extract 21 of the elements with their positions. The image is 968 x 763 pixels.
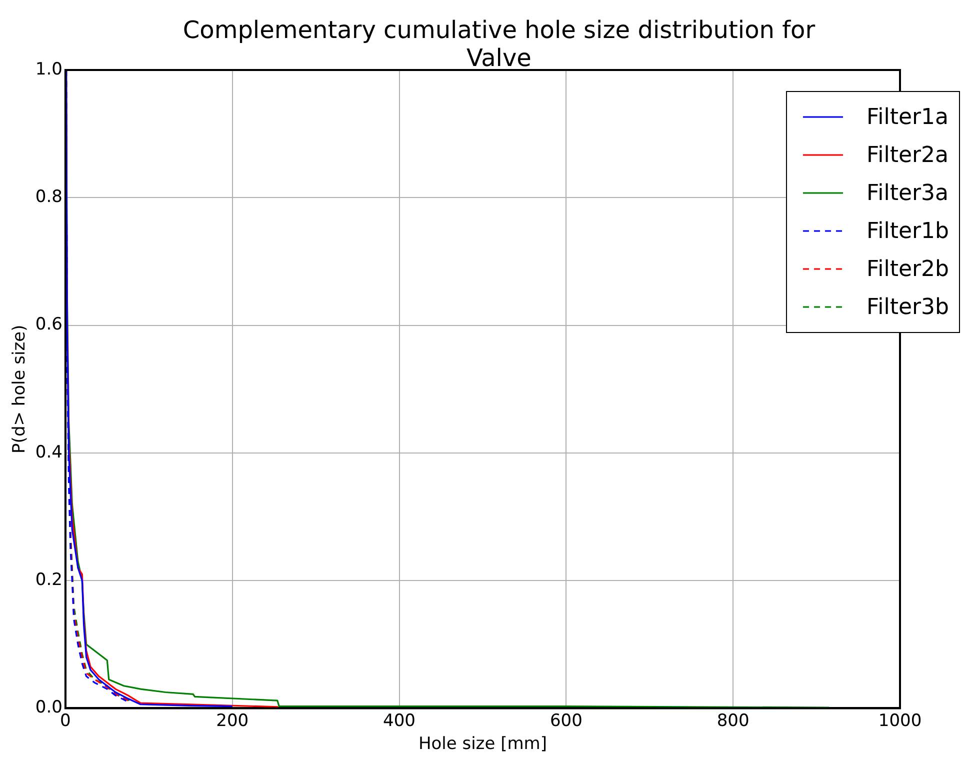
x-tick-label: 600 <box>550 710 582 731</box>
x-axis-title: Hole size [mm] <box>418 734 547 754</box>
x-tick-label: 200 <box>216 710 249 731</box>
legend-label: Filter2a <box>866 142 949 168</box>
y-tick-label: 0.2 <box>35 570 62 590</box>
x-tick-label: 0 <box>60 710 71 731</box>
y-tick-label: 0.0 <box>35 698 62 718</box>
y-tick-label: 0.8 <box>35 187 62 208</box>
x-tick-label: 1000 <box>878 710 922 731</box>
legend-label: Filter2b <box>866 256 949 282</box>
x-tick-label: 400 <box>383 710 416 731</box>
y-tick-label: 0.4 <box>35 442 62 462</box>
y-tick-label: 1.0 <box>35 59 62 80</box>
legend-label: Filter3a <box>866 180 949 206</box>
legend-label: Filter1b <box>866 218 949 244</box>
x-tick-label: 800 <box>716 710 750 731</box>
y-axis-title: P(d> hole size) <box>10 324 30 454</box>
legend-label: Filter3b <box>866 294 949 320</box>
legend-label: Filter1a <box>866 104 949 130</box>
chart-title: Complementary cumulative hole size distribution for Valve <box>182 16 816 72</box>
y-tick-label: 0.6 <box>35 314 62 335</box>
